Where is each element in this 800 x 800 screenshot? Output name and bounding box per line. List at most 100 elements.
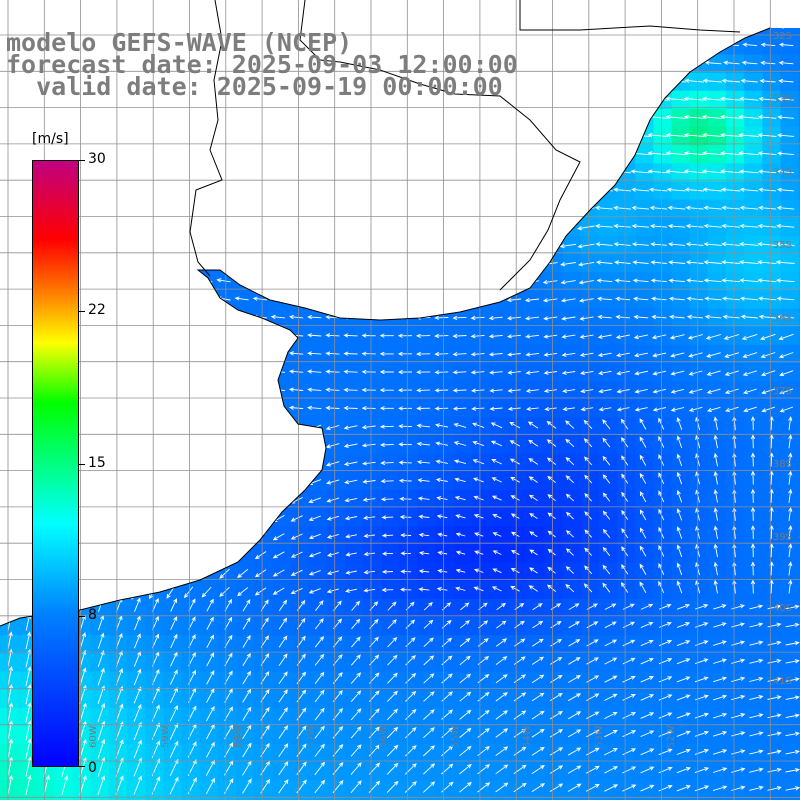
wind-speed-cell [0,308,19,328]
wind-speed-cell [127,508,146,527]
wind-arrow [397,170,413,175]
wind-arrow [767,713,782,719]
wind-speed-cell [689,28,709,37]
wind-speed-cell [90,762,110,782]
wind-arrow [361,242,376,247]
wind-arrow [379,170,394,175]
wind-arrow [361,151,376,157]
wind-speed-cell [381,28,400,37]
wind-arrow [0,349,13,356]
wind-speed-cell [707,762,727,782]
wind-speed-cell [127,145,146,164]
wind-arrow [785,695,800,700]
wind-arrow [96,531,102,546]
wind-arrow [543,80,558,85]
wind-arrow [307,115,322,120]
wind-speed-cell [290,726,310,745]
wind-speed-cell [18,0,37,19]
wind-arrow [252,369,267,374]
wind-arrow [528,585,538,592]
wind-speed-cell [217,181,237,201]
wind-speed-cell [580,72,600,92]
wind-speed-cell [326,108,346,128]
wind-arrow [272,478,285,487]
wind-speed-cell [744,671,763,691]
wind-arrow [252,278,267,283]
wind-arrow [761,406,776,413]
wind-arrow [107,150,122,156]
wind-speed-cell [490,617,509,636]
wind-speed-cell [199,762,219,782]
wind-arrow [667,223,686,229]
wind-speed-cell [217,580,237,600]
wind-speed-cell [90,181,110,201]
wind-speed-cell [635,635,654,654]
wind-arrow [616,389,630,394]
wind-arrow [25,738,32,759]
wind-arrow [495,746,509,756]
wind-speed-cell [344,798,364,800]
wind-speed-cell [90,417,110,437]
wind-arrow [415,28,431,30]
wind-arrow [288,169,304,174]
wind-arrow [97,650,105,668]
wind-arrow [542,189,558,194]
wind-arrow [325,424,340,431]
wind-arrow [434,406,449,411]
wind-arrow [524,62,540,67]
wind-arrow [25,596,31,613]
wind-speed-cell [508,254,527,273]
wind-arrow [492,532,502,537]
wind-arrow [705,334,722,340]
wind-speed-cell [290,762,310,782]
wind-speed-cell [272,471,291,491]
wind-speed-cell [689,598,709,618]
wind-speed-cell [254,326,273,346]
wind-arrow [665,114,687,120]
wind-arrow [731,640,746,646]
wind-arrow [509,458,521,465]
wind-arrow [79,649,87,668]
wind-arrow [25,477,30,492]
wind-speed-cell [635,0,654,19]
wind-speed-cell [0,399,19,419]
wind-arrow [706,370,721,376]
wind-speed-cell [435,181,455,201]
wind-speed-cell [199,598,219,618]
river-border [189,0,741,291]
wind-arrow [234,296,249,301]
wind-arrow [180,332,195,337]
wind-arrow [307,133,322,138]
wind-arrow [720,114,741,120]
wind-arrow [547,566,556,574]
wind-arrow [144,368,158,374]
wind-speed-cell [326,417,346,437]
wind-speed-cell [236,0,255,19]
wind-speed-cell [453,617,473,636]
wind-arrow [234,369,249,374]
wind-arrow [526,8,539,11]
wind-arrow [658,694,673,701]
wind-speed-cell [345,0,364,19]
wind-speed-cell [490,707,509,727]
wind-speed-cell [399,598,419,618]
wind-arrow [386,780,399,793]
wind-speed-cell [689,399,709,419]
wind-arrow [749,713,764,719]
wind-arrow [676,658,691,665]
wind-arrow [544,8,557,11]
wind-speed-cell [90,562,110,582]
wind-arrow [496,620,507,629]
wind-arrow [776,205,795,211]
wind-arrow [706,28,721,29]
wind-arrow [198,350,213,355]
wind-speed-cell [471,181,491,201]
wind-arrow [452,315,467,321]
wind-arrow [689,7,702,10]
wind-speed-cell [181,326,201,346]
wind-speed-cell [272,453,291,473]
wind-arrow [254,7,267,10]
wind-arrow [326,533,339,539]
wind-arrow [397,242,413,248]
wind-speed-cell [671,635,691,654]
